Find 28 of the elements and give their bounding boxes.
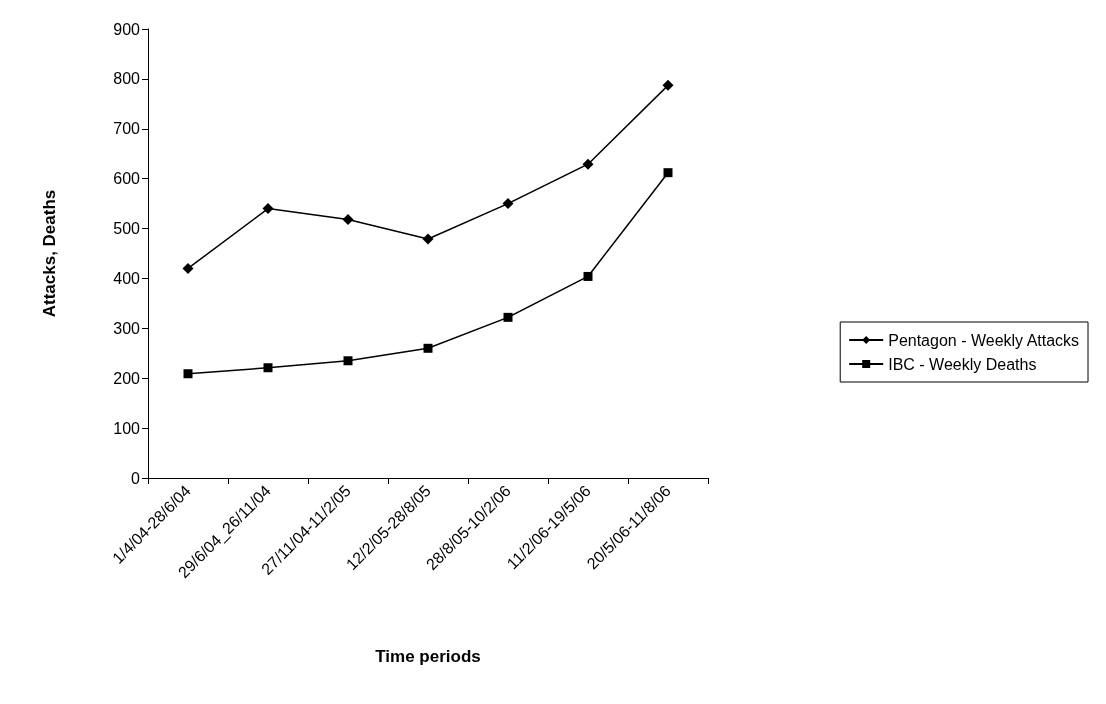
point [343,356,353,366]
point [423,343,433,353]
point [263,363,273,373]
point [422,233,434,245]
y-tick-label: 900 [113,20,141,38]
y-tick-label: 400 [113,269,141,287]
point [583,271,593,281]
legend-label: Pentagon - Weekly Attacks [888,331,1080,349]
point [582,158,594,170]
y-tick-label: 700 [113,120,141,138]
y-tick-label: 0 [131,469,141,487]
x-axis-title: Time periods [375,647,481,666]
point [183,369,193,379]
legend-label: IBC - Weekly Deaths [888,355,1037,373]
point [663,168,673,178]
y-tick-label: 600 [113,170,141,188]
point [502,198,514,210]
point [662,79,674,91]
point [182,262,194,274]
y-tick-label: 200 [113,369,141,387]
point [503,312,513,322]
y-tick-label: 300 [113,319,141,337]
point [262,203,274,215]
point [342,214,354,226]
y-tick-label: 100 [113,419,141,437]
y-axis-title: Attacks, Deaths [40,189,59,318]
y-tick-label: 500 [113,220,141,238]
y-tick-label: 800 [113,70,141,88]
